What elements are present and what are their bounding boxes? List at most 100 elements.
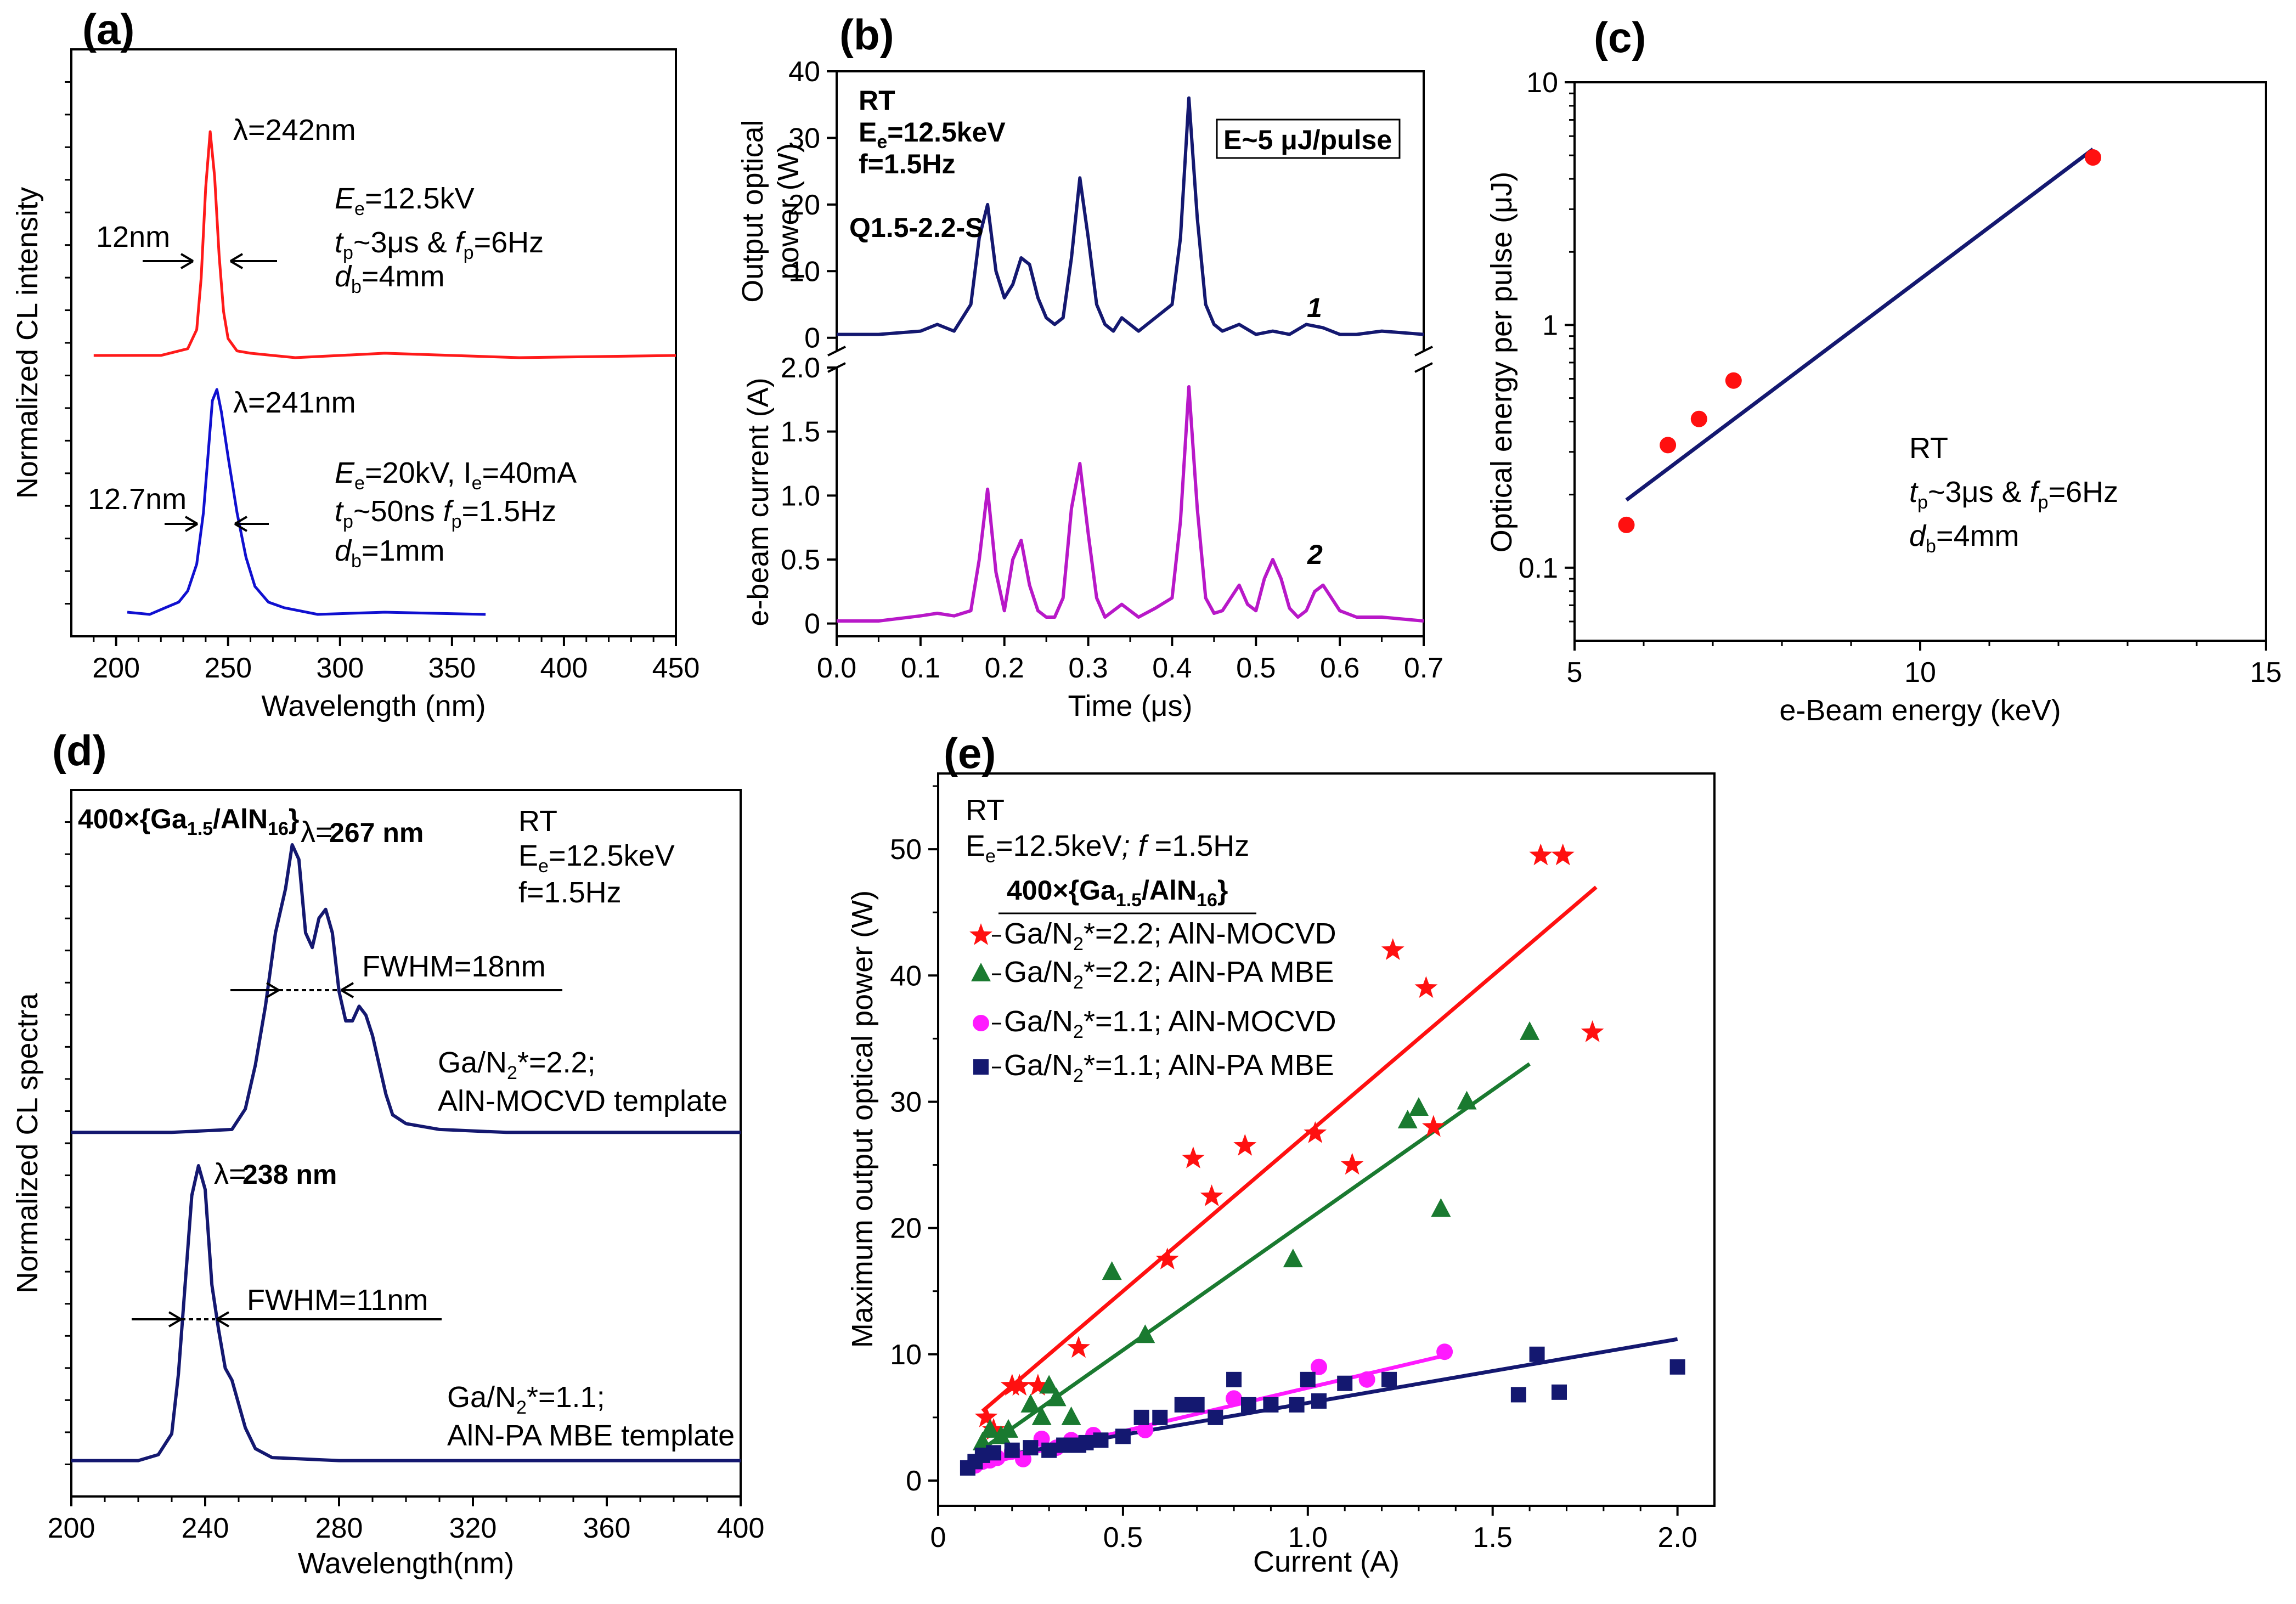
panel-c-frame [1573,81,2267,642]
data-point-square [1078,1434,1094,1450]
cond1-line2: tp~3μs & fp=6Hz [335,226,544,263]
data-point-square [1263,1397,1279,1413]
x-tick-label: 240 [182,1512,229,1544]
panel-label-d: (d) [52,726,107,775]
data-point-star [1233,1134,1257,1156]
data-point-star [1529,843,1553,866]
data-point-triangle [1046,1387,1067,1407]
y-tick-label: 10 [788,256,820,287]
data-point [1660,437,1677,454]
series-line-0 [71,843,741,1134]
y-tick-label: 10 [890,1339,922,1371]
data-point [2085,149,2101,166]
cond1-line3: db=4mm [335,260,445,297]
data-point-square [1226,1371,1242,1387]
x-tick-label: 0.2 [985,652,1024,684]
cond-rt: RT [966,794,1005,827]
data-point-triangle [1061,1406,1081,1425]
y-tick-label: 1.5 [781,416,820,448]
template-1-line1: Ga/N2*=2.2; [438,1046,596,1083]
data-point-triangle [1520,1021,1540,1040]
x-tick-label: 360 [583,1512,631,1544]
data-point-star [1381,938,1404,960]
sample-label: 400×{Ga1.5/AlN16} [78,804,299,839]
axis-break-mark [1414,346,1433,357]
x-axis-title: Time (μs) [1068,690,1192,722]
panel-label-c: (c) [1594,13,1646,61]
peak-label-1: λ=242nm [233,114,356,146]
data-point [1618,516,1635,533]
x-axis-title: Wavelength (nm) [261,690,486,722]
data-point-triangle [1039,1375,1059,1394]
top-series-line [837,96,1424,336]
legend-marker-3 [973,1059,989,1075]
template-2-line1: Ga/N2*=1.1; [447,1381,605,1418]
data-point-circle [1436,1343,1453,1360]
y-tick-label: 0 [804,608,820,640]
data-point-star [974,1405,998,1427]
y-tick-label: 10 [1526,67,1558,99]
cond-ee: Ee=12.5keV; f =1.5Hz [966,829,1249,867]
axis-break-mark [827,346,846,357]
x-tick-label: 0.5 [1236,652,1276,684]
y-tick-label: 20 [890,1213,922,1245]
data-point-star [1026,1374,1050,1396]
cond-f: f=1.5Hz [859,149,955,179]
data-point-star [1581,1020,1604,1042]
data-point-square [1174,1397,1190,1413]
x-tick-label: 200 [48,1512,95,1544]
x-tick-label: 250 [204,652,252,684]
x-axis-title: e-Beam energy (keV) [1779,694,2061,727]
fwhm-label-2: FWHM=11nm [247,1284,428,1317]
data-point-square [1289,1397,1305,1413]
data-point-square [1552,1384,1567,1400]
peak-label-2: 238 nm [242,1159,337,1190]
data-point-square [1093,1432,1109,1448]
x-tick-label: 400 [540,652,588,684]
data-point [1690,410,1707,427]
x-tick-label: 0.4 [1152,652,1192,684]
data-point-square [1133,1409,1149,1425]
x-tick-label: 350 [428,652,476,684]
panel-e-frame [937,772,1716,1507]
curve-label-1: 1 [1307,292,1322,323]
cond2-line3: db=1mm [335,534,445,572]
panel-c: 5 10 15 0.1 1 10 e-Beam energy (keV) Optical en… [1485,67,2282,727]
cond-line3: db=4mm [1909,519,2019,557]
cond2-line2: tp~50ns fp=1.5Hz [335,495,556,532]
panel-label-e: (e) [944,729,996,777]
data-point-triangle [1457,1091,1477,1110]
y-tick-label: 50 [890,834,922,866]
y-tick-label: 0 [804,323,820,354]
data-point-square [1023,1440,1039,1456]
data-point-triangle [1020,1393,1041,1413]
legend-label-3: Ga/N2*=1.1; AlN-PA MBE [1004,1049,1334,1086]
fwhm-arrowhead-1b [340,982,354,998]
fwhm-arrowhead-1b [229,253,244,269]
fwhm-arrowhead-1a [180,253,194,269]
x-axis-title: Wavelength(nm) [298,1547,514,1580]
cond-rt: RT [859,85,895,116]
y-tick-label: 0.1 [1519,552,1558,584]
x-tick-label: 1.0 [1288,1522,1328,1554]
data-point-circle [1358,1371,1375,1388]
fwhm-arrowhead-1a [266,982,280,998]
fit-line [1625,148,2095,502]
cond-line2: tp~3μs & fp=6Hz [1909,476,2118,513]
fit-line-0 [981,885,1598,1413]
data-point-square [1311,1393,1327,1409]
legend-label-0: Ga/N2*=2.2; AlN-MOCVD [1004,917,1336,955]
data-point-triangle [980,1419,1000,1438]
y-tick-label: 30 [890,1086,922,1118]
bottom-y-axis-title: e-beam current (A) [742,377,775,626]
x-tick-label: 15 [2250,657,2282,688]
y-axis-title: Maximum output optical power (W) [846,890,879,1348]
fwhm-arrowhead-2b [234,516,248,532]
y-tick-label: 20 [788,189,820,221]
data-point-square [1208,1409,1223,1425]
data-point-circle [1137,1421,1154,1438]
data-point-star [1200,1184,1223,1206]
legend-title: 400×{Ga1.5/AlN16} [1007,875,1228,911]
panel-label-b: (b) [839,10,894,59]
